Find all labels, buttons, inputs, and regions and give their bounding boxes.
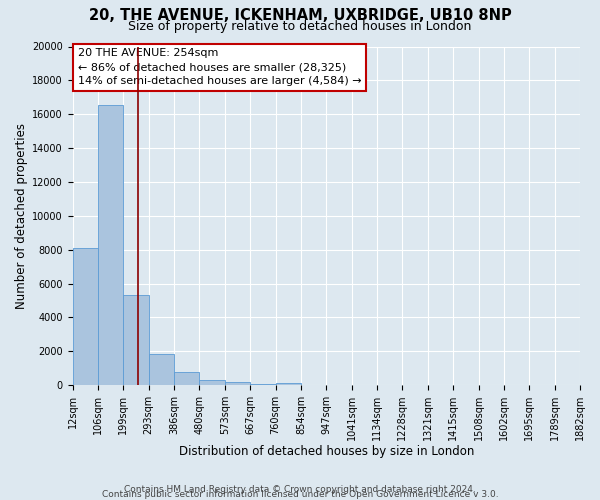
Bar: [225, 382, 250, 385]
Text: 20, THE AVENUE, ICKENHAM, UXBRIDGE, UB10 8NP: 20, THE AVENUE, ICKENHAM, UXBRIDGE, UB10…: [89, 8, 511, 22]
Bar: [149, 354, 174, 385]
Text: Contains public sector information licensed under the Open Government Licence v : Contains public sector information licen…: [101, 490, 499, 499]
Y-axis label: Number of detached properties: Number of detached properties: [15, 123, 28, 309]
Bar: [73, 248, 98, 385]
Bar: [250, 384, 275, 385]
Bar: [98, 105, 124, 385]
Text: Contains HM Land Registry data © Crown copyright and database right 2024.: Contains HM Land Registry data © Crown c…: [124, 484, 476, 494]
Text: 20 THE AVENUE: 254sqm
← 86% of detached houses are smaller (28,325)
14% of semi-: 20 THE AVENUE: 254sqm ← 86% of detached …: [78, 48, 361, 86]
Text: Size of property relative to detached houses in London: Size of property relative to detached ho…: [128, 20, 472, 33]
Bar: [124, 296, 149, 385]
X-axis label: Distribution of detached houses by size in London: Distribution of detached houses by size …: [179, 444, 474, 458]
Bar: [199, 380, 225, 385]
Bar: [275, 383, 301, 385]
Bar: [174, 372, 199, 385]
